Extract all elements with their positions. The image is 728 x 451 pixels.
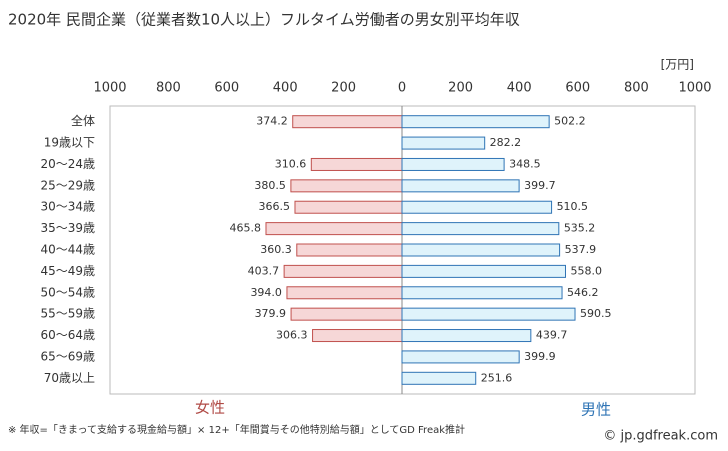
bar	[290, 307, 403, 321]
value-label: 394.0	[250, 286, 282, 299]
category-label: 25〜29歳	[40, 178, 95, 192]
value-label: 348.5	[509, 157, 540, 170]
bar	[401, 264, 566, 278]
bar	[401, 329, 532, 343]
value-label: 546.2	[567, 286, 599, 299]
category-label: 19歳以下	[44, 136, 95, 150]
bar	[401, 179, 520, 193]
bar	[401, 350, 520, 364]
x-tick-label: 400	[507, 81, 532, 96]
value-label: 310.6	[275, 157, 307, 170]
value-label: 535.2	[564, 222, 596, 235]
value-label: 502.2	[554, 115, 586, 128]
bar	[265, 222, 403, 236]
value-label: 399.9	[524, 350, 556, 363]
unit-label: [万円]	[661, 58, 694, 72]
value-label: 374.2	[256, 115, 288, 128]
x-tick-label: 600	[565, 81, 590, 96]
legend-label: 男性	[581, 401, 611, 419]
x-tick-label: 200	[448, 81, 473, 96]
bar	[401, 371, 477, 385]
bar	[292, 115, 403, 129]
chart-title: 2020年 民間企業（従業者数10人以上）フルタイム労働者の男女別平均年収	[8, 11, 520, 29]
bar	[296, 243, 403, 257]
value-label: 439.7	[536, 329, 568, 342]
value-label: 379.9	[255, 307, 287, 320]
category-label: 45〜49歳	[40, 264, 95, 278]
bar	[294, 200, 403, 214]
bar	[286, 286, 403, 300]
category-label: 全体	[71, 113, 95, 128]
x-tick-label: 1000	[93, 81, 126, 96]
bar	[401, 243, 561, 257]
value-label: 590.5	[580, 307, 612, 320]
legend-label: 女性	[195, 399, 225, 417]
value-label: 251.6	[481, 371, 513, 384]
value-label: 306.3	[276, 329, 308, 342]
bar	[312, 329, 403, 343]
x-tick-label: 800	[156, 81, 181, 96]
bar	[401, 286, 563, 300]
x-tick-label: 200	[331, 81, 356, 96]
category-label: 70歳以上	[44, 371, 95, 385]
bar	[283, 264, 403, 278]
category-label: 40〜44歳	[40, 243, 95, 257]
bar	[401, 200, 553, 214]
value-label: 380.5	[254, 179, 286, 192]
x-tick-label: 0	[398, 81, 406, 96]
value-label: 360.3	[260, 243, 292, 256]
value-label: 465.8	[229, 222, 261, 235]
x-tick-label: 600	[214, 81, 239, 96]
bar	[401, 307, 576, 321]
footnote: ※ 年収=「きまって支給する現金給与額」× 12+「年間賞与その他特別給与額」と…	[8, 423, 465, 436]
category-label: 55〜59歳	[40, 307, 95, 321]
bar	[401, 136, 486, 150]
value-label: 403.7	[248, 264, 280, 277]
category-label: 60〜64歳	[40, 328, 95, 342]
category-label: 50〜54歳	[40, 285, 95, 299]
x-tick-label: 400	[273, 81, 298, 96]
bar	[401, 222, 560, 236]
value-label: 558.0	[570, 264, 602, 277]
bar	[310, 157, 403, 171]
value-label: 399.7	[524, 179, 556, 192]
x-tick-label: 1000	[678, 81, 711, 96]
bar	[401, 115, 550, 129]
x-tick-label: 800	[624, 81, 649, 96]
category-label: 35〜39歳	[40, 221, 95, 235]
bar	[401, 157, 505, 171]
category-label: 65〜69歳	[40, 349, 95, 363]
category-label: 30〜34歳	[40, 200, 95, 214]
category-label: 20〜24歳	[40, 157, 95, 171]
value-label: 282.2	[490, 136, 521, 149]
value-label: 510.5	[557, 200, 589, 213]
value-label: 366.5	[258, 200, 290, 213]
credit: © jp.gdfreak.com	[603, 429, 718, 444]
bar	[290, 179, 403, 193]
value-label: 537.9	[565, 243, 597, 256]
